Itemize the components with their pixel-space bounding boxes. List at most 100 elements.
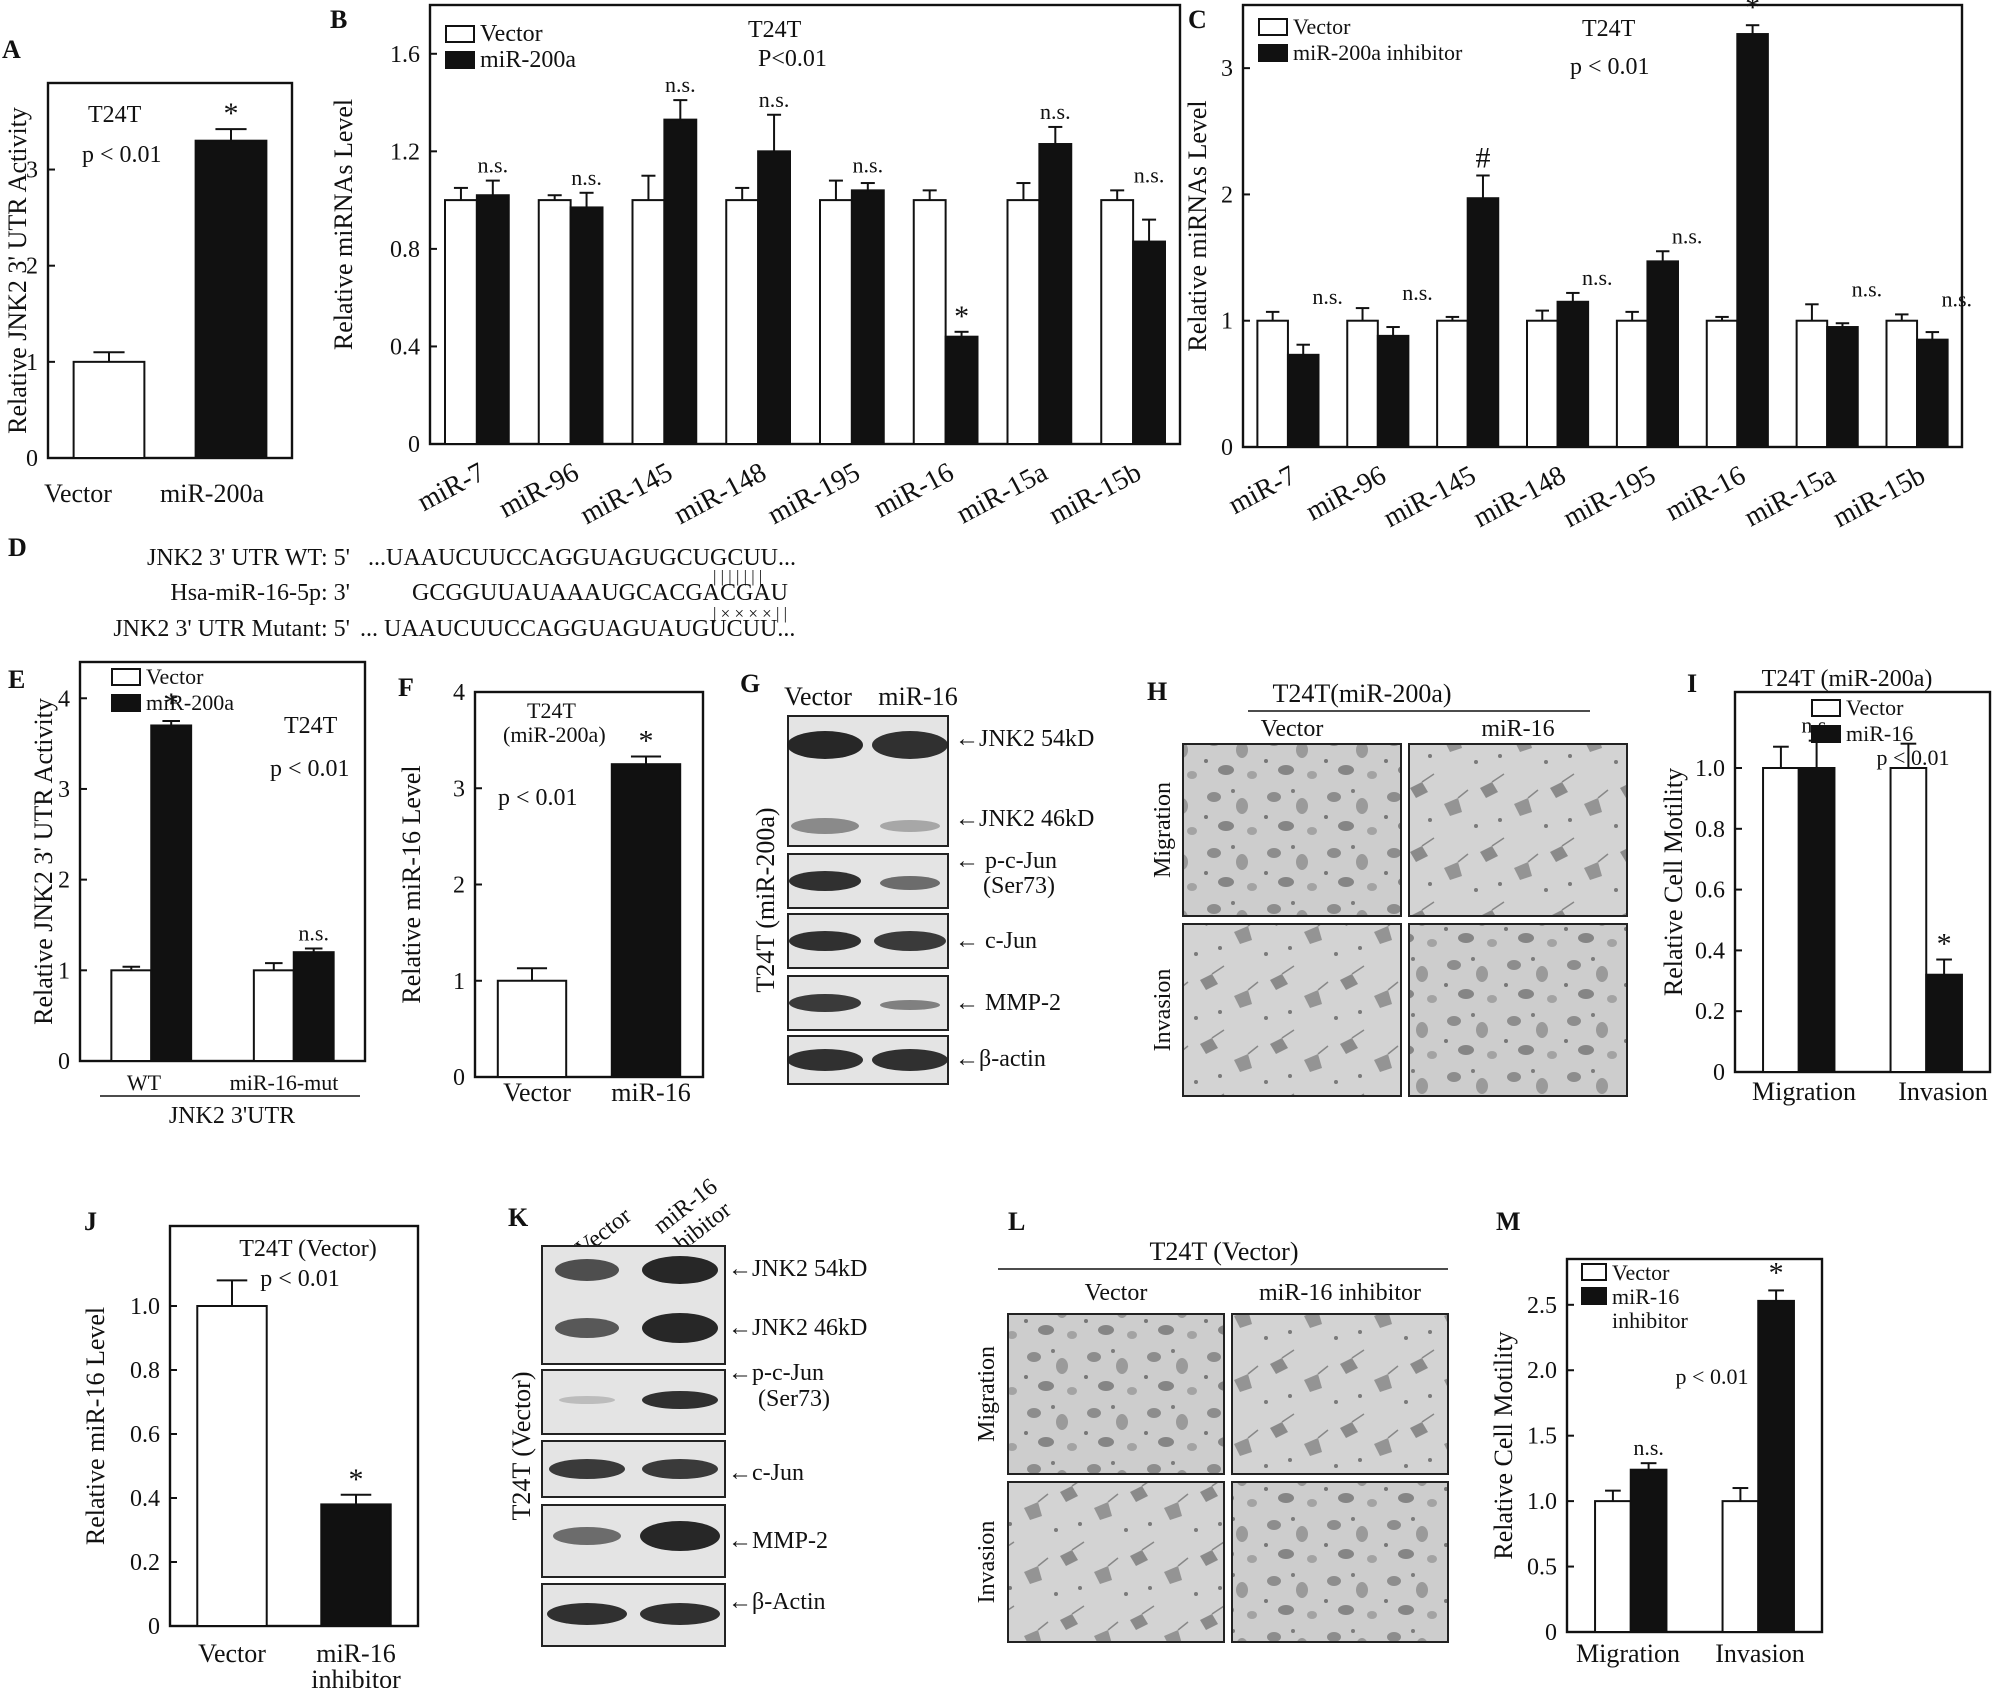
chart-f-annotation: T24T [527,698,576,723]
chart-m-xtick-label: Invasion [1715,1639,1805,1668]
chart-a-star: * [224,97,239,130]
chart-m-bar [1721,1500,1760,1633]
micro-l-image [1007,1481,1225,1643]
panel-letter-g: G [740,669,760,698]
blot-g [787,715,949,1085]
blot-g-band-label: ←β-actin [955,1046,1046,1072]
chart-b-bar [1100,199,1135,445]
chart-i-legend-label: Vector [1846,695,1904,720]
chart-b-bar [912,199,947,445]
chart-j-ytick-label: 0.8 [130,1358,160,1384]
blot-k [541,1245,726,1647]
chart-c-bar [1615,319,1649,449]
micro-l-row-label: Invasion [974,1521,1000,1604]
panel-letter-c: C [1188,5,1207,34]
chart-c-legend-label: miR-200a inhibitor [1293,40,1463,65]
blot-k-band [642,1256,718,1284]
chart-c-xtick-label: miR-195 [1558,460,1660,534]
chart-e-legend-swatch [111,668,141,686]
chart-j-bar [196,1305,268,1627]
chart-b-xtick-label: miR-145 [575,457,677,531]
chart-j-bar [320,1503,392,1628]
chart-e-ytick-label: 4 [58,686,70,712]
chart-c-bar [1466,197,1500,448]
chart-m-ytick-label: 2.5 [1527,1293,1557,1319]
chart-b-xtick-label: miR-148 [669,457,771,531]
chart-f-annotation: p < 0.01 [498,785,578,811]
seq-wt: ...UAAUCUUCCAGGUAGUGCUGCUU... [368,545,796,571]
seq-pairing-bottom: | × × × × | | [713,604,787,623]
chart-m-legend-label: miR-16 [1612,1284,1679,1309]
blot-g-band-label: ←JNK2 54kD [955,726,1094,752]
chart-f-ylabel: Relative miR-16 Level [397,765,426,1003]
chart-i-legend-label: miR-16 [1846,721,1913,746]
chart-f-ytick-label: 2 [453,873,465,899]
chart-m-ytick-label: 0.5 [1527,1555,1557,1581]
chart-c-bar [1436,319,1469,449]
chart-m-legend-swatch [1581,1263,1607,1281]
chart-i-bar [1889,767,1928,1073]
panel-letter-i: I [1687,669,1697,698]
chart-b-sig-label: n.s. [1134,162,1165,187]
micro-l-image [1007,1313,1225,1475]
panel-letter-d: D [8,533,27,562]
chart-i-sig-label: * [1937,928,1952,961]
chart-i-bar [1797,767,1836,1073]
chart-b-bar [725,199,760,445]
chart-a-ytick-label: 0 [26,446,38,472]
chart-b-bar [663,118,698,445]
blot-g-band [880,876,940,890]
blot-g-band-label: (Ser73) [983,873,1055,899]
blot-g-band [872,1049,948,1071]
chart-i-ytick-label: 0.8 [1695,817,1725,843]
chart-c-sig-label: n.s. [1672,223,1703,248]
chart-b-bar [537,199,572,445]
chart-e-xtick-label: miR-16-mut [230,1070,339,1095]
chart-j-xtick-label: inhibitor [311,1665,401,1688]
chart-c-bar [1795,319,1829,449]
chart-j-xtick-label: miR-16 [316,1639,395,1668]
chart-m-ytick-label: 1.5 [1527,1424,1557,1450]
panel-letter-m: M [1496,1207,1521,1236]
chart-c-legend-swatch [1258,18,1288,36]
chart-a-bar [72,360,146,460]
chart-i-title: T24T (miR-200a) [1762,666,1933,692]
chart-e-annotation: p < 0.01 [270,756,350,782]
chart-b-xtick-label: miR-195 [763,457,865,531]
chart-j-ytick-label: 0.4 [130,1486,160,1512]
chart-b-xtick-label: miR-15a [952,457,1054,531]
chart-m-sig-label: n.s. [1633,1435,1664,1460]
chart-m-bar [1757,1299,1795,1634]
chart-c-xtick-label: miR-96 [1301,460,1391,528]
chart-c-legend-label: Vector [1293,14,1351,39]
chart-c-annotation: T24T [1582,16,1636,42]
chart-b-sig-label: n.s. [853,153,884,178]
blot-g-band [789,871,861,891]
chart-a-xtick-label: miR-200a [160,479,264,508]
blot-k-band [640,1521,720,1551]
panel-letter-b: B [330,5,347,34]
blot-k-band [642,1459,718,1479]
chart-c-ytick-label: 1 [1221,309,1233,335]
chart-e-bar [150,724,193,1063]
chart-c-sig-label: n.s. [1402,280,1433,305]
blot-g-band [880,820,940,832]
chart-c-xtick-label: miR-15a [1739,460,1841,534]
chart-m-xtick-label: Migration [1576,1639,1680,1668]
chart-c-xtick-label: miR-15b [1828,460,1930,534]
chart-c-bar [1736,33,1769,448]
chart-b-bar [1006,199,1041,445]
chart-a-ytick-label: 3 [26,158,38,184]
micro-l-row-label: Migration [974,1346,1000,1442]
chart-b-annotation: P<0.01 [758,46,827,72]
chart-m-ytick-label: 2.0 [1527,1358,1557,1384]
chart-j-annotation: T24T (Vector) [239,1236,377,1262]
blot-k-band-label: ←β-Actin [728,1589,826,1615]
chart-c-bar [1346,319,1379,449]
blot-k-band [555,1259,619,1281]
blot-g-lane-label: miR-16 [878,682,957,711]
blot-k-band [642,1313,718,1343]
blot-k-band [640,1603,720,1625]
chart-c-sig-label: n.s. [1582,265,1613,290]
